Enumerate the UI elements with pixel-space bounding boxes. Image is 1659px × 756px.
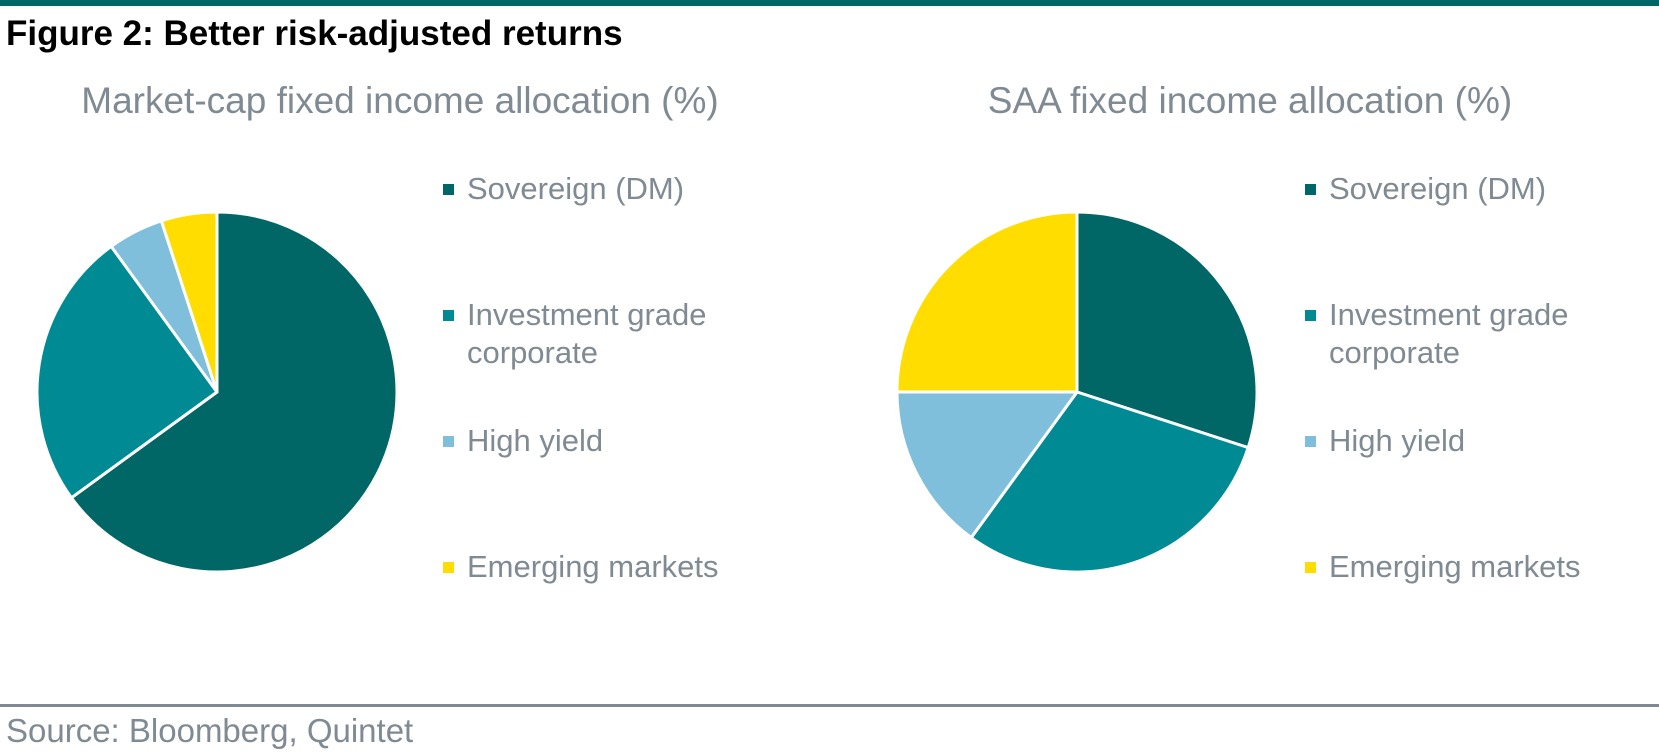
legend-item-emerging-markets: Emerging markets	[443, 548, 793, 586]
figure-title: Figure 2: Better risk-adjusted returns	[6, 14, 623, 53]
legend-label: Sovereign (DM)	[1329, 171, 1547, 206]
market-cap-pie-chart	[35, 210, 399, 574]
legend-item-sovereign: Sovereign (DM)	[443, 170, 793, 208]
legend-swatch-investment-grade	[443, 310, 454, 321]
legend-label: Investment grade corporate	[467, 297, 707, 370]
legend-label: Sovereign (DM)	[467, 171, 685, 206]
legend-label: High yield	[1329, 423, 1466, 458]
legend-item-investment-grade: Investment grade corporate	[443, 296, 793, 372]
legend-label: Emerging markets	[467, 549, 719, 584]
legend-swatch-high-yield	[1305, 436, 1316, 447]
legend-swatch-sovereign	[443, 184, 454, 195]
bottom-rule	[0, 704, 1659, 707]
pie-slice-sovereign	[1075, 210, 1259, 450]
legend-item-emerging-markets: Emerging markets	[1305, 548, 1655, 586]
pie-slice-emerging-markets	[159, 210, 219, 394]
legend-swatch-emerging-markets	[1305, 562, 1316, 573]
legend-item-sovereign: Sovereign (DM)	[1305, 170, 1655, 208]
legend-swatch-sovereign	[1305, 184, 1316, 195]
chart-title-market-cap: Market-cap fixed income allocation (%)	[81, 80, 719, 121]
pie-slice-emerging-markets	[895, 210, 1079, 394]
legend-swatch-investment-grade	[1305, 310, 1316, 321]
legend-item-high-yield: High yield	[443, 422, 793, 460]
pie-slice-investment-grade	[35, 244, 219, 500]
legend-swatch-emerging-markets	[443, 562, 454, 573]
legend-item-investment-grade: Investment grade corporate	[1305, 296, 1655, 372]
legend-label: Investment grade corporate	[1329, 297, 1569, 370]
pie-slice-sovereign	[69, 210, 399, 574]
legend-item-high-yield: High yield	[1305, 422, 1655, 460]
legend-swatch-high-yield	[443, 436, 454, 447]
top-rule	[0, 0, 1659, 6]
legend-label: High yield	[467, 423, 604, 458]
source-note: Source: Bloomberg, Quintet	[6, 712, 414, 749]
pie-slice-investment-grade	[969, 390, 1250, 574]
saa-pie-chart	[895, 210, 1259, 574]
legend-label: Emerging markets	[1329, 549, 1581, 584]
chart-title-saa: SAA fixed income allocation (%)	[987, 80, 1513, 121]
pie-slice-high-yield	[895, 390, 1079, 540]
